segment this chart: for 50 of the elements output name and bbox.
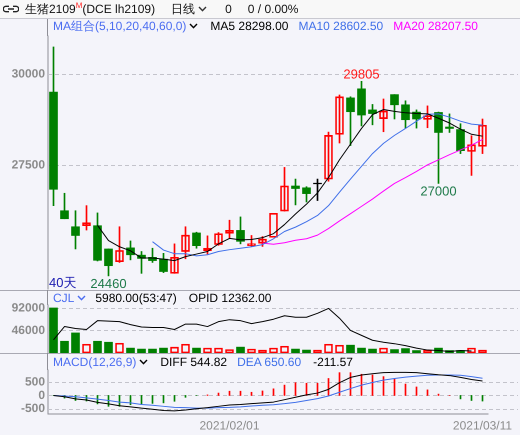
annotation: 27000 xyxy=(420,184,457,199)
bar xyxy=(49,308,58,353)
y-tick-label: 30000 xyxy=(12,66,46,81)
legend-title: MACD(12,26,9) xyxy=(53,355,138,369)
legend-label: MA5 28298.00 xyxy=(210,19,288,33)
y-tick-label: 46000 xyxy=(12,322,46,337)
bar xyxy=(401,348,410,353)
text: MA20 28207.50 xyxy=(393,19,478,33)
y-tick-label: 27500 xyxy=(12,158,46,172)
bar xyxy=(390,349,399,353)
bar xyxy=(192,348,201,353)
bar xyxy=(148,348,157,353)
bar xyxy=(60,340,69,353)
text: 0 / 0.00% xyxy=(248,2,298,16)
text: DEA 650.60 xyxy=(237,355,302,369)
bar xyxy=(159,348,168,353)
bar xyxy=(71,332,80,353)
y-tick-label: 500 xyxy=(24,374,46,389)
text: -211.57 xyxy=(313,355,353,369)
legend-title: CJL xyxy=(53,291,76,305)
bar xyxy=(412,350,421,353)
legend-title: MA组合(5,10,20,40,60,0) xyxy=(53,18,188,34)
text: MA10 28602.50 xyxy=(298,19,384,33)
candlestick xyxy=(71,210,80,250)
text: 0 xyxy=(225,2,232,16)
bar xyxy=(357,348,366,353)
bar xyxy=(302,350,311,353)
bar xyxy=(291,348,300,353)
candlestick xyxy=(445,114,454,133)
bar xyxy=(346,344,355,353)
y-tick-label: -500 xyxy=(20,401,46,416)
series-label: OPID 12362.00 xyxy=(188,291,272,305)
candlestick xyxy=(291,178,300,206)
legend-label: DIFF 544.82 xyxy=(160,355,228,369)
bar xyxy=(236,346,245,353)
annotation: 29805 xyxy=(343,66,380,82)
chart-subtitle: 5980.00(53:47) xyxy=(95,291,177,305)
chart-title: 生猪2109$^{M}$(DCE lh2109) xyxy=(25,0,156,18)
x-tick-label: 2021/02/01 xyxy=(199,418,260,433)
annotation: 40天 xyxy=(49,275,76,290)
chart-subtitle: 日线 xyxy=(171,0,196,18)
annotation: 24460 xyxy=(90,276,127,291)
y-tick-label: 0 xyxy=(38,388,46,402)
bar xyxy=(137,348,146,353)
bar xyxy=(104,342,113,353)
y-tick-label: 92000 xyxy=(12,300,46,314)
bar xyxy=(126,348,135,353)
bar xyxy=(93,340,102,353)
bar xyxy=(368,348,377,353)
x-tick-label: 2021/03/11 xyxy=(452,418,512,433)
